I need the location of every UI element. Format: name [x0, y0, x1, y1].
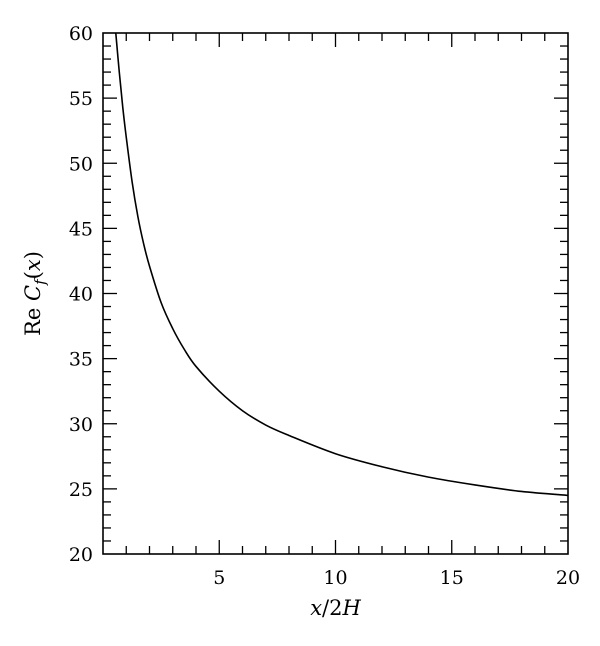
- y-tick-label: 60: [69, 23, 93, 45]
- y-tick-label: 20: [69, 544, 93, 566]
- plot-frame: [102, 32, 569, 555]
- series-line-curve: [114, 32, 569, 497]
- ticks: [103, 33, 568, 554]
- x-tick-label: 20: [556, 567, 580, 589]
- y-tick-label: 50: [69, 153, 93, 175]
- x-tick-label: 15: [440, 567, 464, 589]
- y-tick-label: 25: [69, 479, 93, 501]
- y-tick-label: 40: [69, 284, 93, 306]
- x-tick-label: 5: [213, 567, 225, 589]
- y-tick-label: 55: [69, 88, 93, 110]
- x-tick-label: 10: [323, 567, 347, 589]
- y-tick-label: 30: [69, 414, 93, 436]
- y-tick-label: 45: [69, 218, 93, 240]
- tick-labels: 5 10 15 20 20 25 30 35 40 45 50 55 60: [69, 23, 580, 589]
- y-tick-label: 35: [69, 349, 93, 371]
- y-axis-label: Re Cf(x): [21, 251, 49, 336]
- x-axis-label: x/2H: [310, 596, 361, 620]
